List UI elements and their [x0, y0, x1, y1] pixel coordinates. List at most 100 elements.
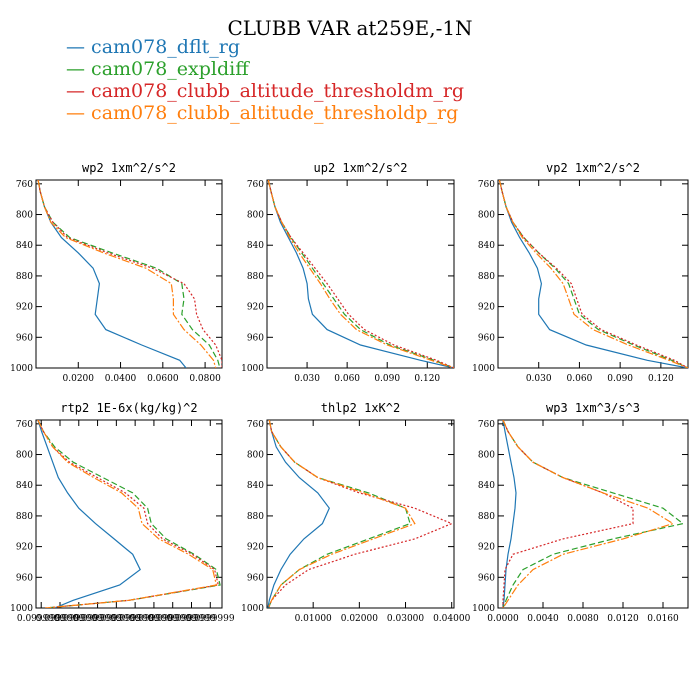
x-tick-label: 0.0600	[147, 374, 179, 384]
x-tick-label: 0.060	[567, 374, 593, 384]
series-line-3	[37, 420, 220, 608]
y-tick-label: 800	[247, 211, 264, 221]
y-tick-label: 960	[247, 573, 264, 583]
x-tick-label: 0.0999999	[111, 614, 160, 624]
x-tick-label: 0.0999999	[36, 614, 85, 624]
x-tick-label: 0.0080	[567, 614, 599, 624]
x-tick-label: 0.01000	[295, 614, 332, 624]
y-tick-label: 960	[16, 333, 33, 343]
y-tick-label: 1000	[472, 364, 495, 374]
y-tick-label: 960	[478, 573, 495, 583]
y-tick-label: 1000	[472, 604, 495, 614]
y-tick-label: 880	[247, 272, 264, 282]
legend-item-thresholdm: — cam078_clubb_altitude_thresholdm_rg	[66, 80, 464, 102]
y-tick-label: 920	[16, 543, 33, 553]
y-tick-label: 880	[478, 512, 495, 522]
series-line-4	[37, 420, 218, 608]
x-tick-label: 0.0999999	[73, 614, 122, 624]
legend-swatch: —	[66, 58, 92, 80]
x-tick-label: 0.0999999	[167, 614, 216, 624]
legend-label: cam078_expldiff	[91, 58, 249, 80]
y-tick-label: 840	[247, 481, 264, 491]
y-tick-label: 840	[247, 241, 264, 251]
plot-frame	[266, 419, 455, 609]
y-tick-label: 760	[478, 180, 495, 190]
panel-5: thlp2 1xK^2 760 800 840 880 920 960 1000 0.01000…	[241, 401, 470, 624]
legend-swatch: —	[66, 36, 92, 58]
y-tick-label: 920	[247, 543, 264, 553]
x-tick-label: 0.03000	[387, 614, 424, 624]
series-line-3	[267, 420, 454, 608]
x-tick-label: 0.0999999	[186, 614, 235, 624]
x-tick-label: 0.0999999	[92, 614, 141, 624]
x-tick-label: 0.0160	[647, 614, 679, 624]
legend-item-dflt: — cam078_dflt_rg	[66, 36, 464, 58]
y-tick-label: 800	[478, 211, 495, 221]
panel-3: vp2 1xm^2/s^2 760 800 840 880 920 960 1000 0.030…	[472, 161, 689, 384]
y-tick-label: 760	[16, 180, 33, 190]
series-line-2	[267, 420, 411, 608]
series-line-1	[267, 420, 330, 608]
panel-6: wp3 1xm^3/s^3 760 800 840 880 920 960 10000.000…	[472, 401, 689, 624]
page-title: CLUBB VAR at259E,-1N	[227, 16, 473, 40]
legend-item-expldiff: — cam078_expldiff	[66, 58, 464, 80]
x-tick-label: 0.0200	[63, 374, 95, 384]
x-tick-label: 0.0000	[487, 614, 519, 624]
x-tick-label: 0.0999999	[130, 614, 179, 624]
y-tick-label: 920	[247, 303, 264, 313]
series-line-1	[498, 180, 688, 368]
series-line-4	[267, 180, 454, 368]
x-tick-label: 0.120	[648, 374, 674, 384]
series-line-3	[502, 420, 634, 608]
panel-title: wp3 1xm^3/s^3	[546, 401, 640, 415]
x-tick-label: 0.0999999	[54, 614, 103, 624]
x-tick-label: 0.090	[607, 374, 633, 384]
plot-frame	[35, 179, 223, 369]
series-line-1	[267, 180, 454, 368]
x-tick-label: 0.0999999	[148, 614, 197, 624]
y-tick-label: 800	[247, 451, 264, 461]
y-tick-label: 760	[247, 420, 264, 430]
plot-frame	[497, 419, 689, 609]
y-tick-label: 1000	[10, 604, 33, 614]
series-line-4	[498, 180, 688, 368]
series-line-1	[37, 420, 141, 608]
series-line-2	[37, 420, 221, 608]
series-line-4	[267, 420, 416, 608]
y-tick-label: 960	[247, 333, 264, 343]
y-tick-label: 1000	[241, 604, 264, 614]
y-tick-label: 1000	[10, 364, 33, 374]
panel-title: vp2 1xm^2/s^2	[546, 161, 640, 175]
x-tick-label: 0.0400	[105, 374, 137, 384]
legend-label: cam078_clubb_altitude_thresholdp_rg	[91, 102, 459, 124]
panel-4: rtp2 1E-6x(kg/kg)^2 760 800 840 880 920 960 100…	[10, 401, 235, 624]
x-tick-label: 0.0040	[527, 614, 559, 624]
x-tick-label: 0.030	[294, 374, 320, 384]
y-tick-label: 880	[16, 512, 33, 522]
y-tick-label: 760	[247, 180, 264, 190]
y-tick-label: 960	[16, 573, 33, 583]
panel-title: thlp2 1xK^2	[321, 401, 400, 415]
series-line-3	[267, 180, 454, 368]
legend-item-thresholdp: — cam078_clubb_altitude_thresholdp_rg	[66, 102, 464, 124]
x-tick-label: 0.090	[374, 374, 400, 384]
y-tick-label: 960	[478, 333, 495, 343]
legend-swatch: —	[66, 80, 92, 102]
plot-frame	[35, 419, 223, 609]
series-line-3	[498, 180, 688, 368]
series-line-4	[502, 420, 675, 608]
series-line-1	[502, 420, 517, 608]
x-tick-label: 0.030	[526, 374, 552, 384]
y-tick-label: 840	[478, 241, 495, 251]
y-tick-label: 800	[16, 451, 33, 461]
y-tick-label: 920	[478, 543, 495, 553]
x-tick-label: 0.0999999	[17, 614, 66, 624]
panel-title: rtp2 1E-6x(kg/kg)^2	[60, 401, 197, 415]
y-tick-label: 760	[16, 420, 33, 430]
x-tick-label: 0.060	[334, 374, 360, 384]
panel-title: up2 1xm^2/s^2	[314, 161, 408, 175]
panel-2: up2 1xm^2/s^2 760 800 840 880 920 960 1000 0.030…	[241, 161, 455, 384]
x-tick-label: 0.0800	[189, 374, 221, 384]
legend: — cam078_dflt_rg — cam078_expldiff — cam…	[66, 36, 464, 124]
